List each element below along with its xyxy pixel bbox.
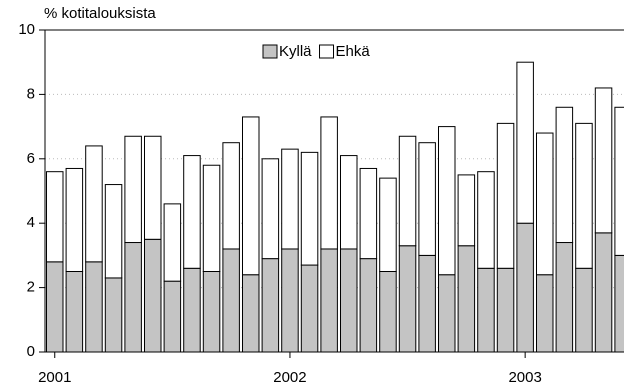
bar-segment [457,245,476,353]
x-tick-label: 2001 [38,369,71,386]
bar-segment [300,151,319,266]
y-tick-label: 8 [27,85,35,102]
x-tick-label: 2002 [273,369,306,386]
bar-segment [242,274,260,353]
bar-segment [379,177,397,272]
legend-swatch [319,44,335,59]
bar-segment [594,87,613,234]
bar-segment [242,116,260,276]
bar-segment [183,267,201,353]
bar-segment [281,148,299,250]
bar-segment [202,271,221,353]
plot-area [45,61,624,353]
bar-segment [281,248,299,353]
bar-segment [340,248,358,353]
bar-segment [65,271,84,353]
bar-segment [222,248,240,353]
axes: 0 2 4 6 8 10 2001 2002 2003 Kyllä Ehkä [18,21,624,386]
legend-label: Ehkä [336,43,371,60]
bar-segment [398,245,417,353]
bar-segment [418,142,436,256]
bar-segment [477,171,495,269]
bar-segment [104,184,123,279]
bar-segment [163,280,182,353]
bar-segment [418,254,436,353]
x-tick-label: 2003 [508,369,541,386]
legend-swatch [262,44,278,59]
bar-segment [320,248,338,353]
bar-segment [320,116,338,250]
bar-segment [516,222,534,353]
bar-segment [594,232,613,353]
bar-segment [555,242,574,353]
bar-segment [614,106,624,256]
bar-segment [163,203,182,282]
bar-segment [575,267,593,353]
bar-segment [46,171,64,263]
bar-segment [261,158,280,260]
bar-segment [183,155,201,269]
bar-segment [438,274,456,353]
bar-segment [144,135,162,240]
bar-segment [124,242,142,353]
y-tick-label: 2 [27,279,35,296]
bar-segment [477,267,495,353]
bar-segment [124,135,142,244]
bar-segment [379,271,397,353]
bar-segment [65,167,84,273]
bar-segment [575,122,593,269]
bar-segment [359,258,378,353]
bar-segment [536,132,554,276]
bar-segment [46,261,64,353]
bar-segment [144,238,162,353]
bar-segment [496,122,515,269]
legend-label: Kyllä [279,43,312,60]
bar-segment [261,258,280,353]
bar-segment [614,254,624,353]
chart-title: % kotitalouksista [44,5,156,22]
bar-segment [85,145,103,263]
bar-segment [438,126,456,276]
bar-segment [202,164,221,273]
y-tick-label: 4 [27,214,35,231]
bar-segment [85,261,103,353]
bar-segment [516,61,534,224]
bar-segment [398,135,417,247]
bar-segment [340,155,358,250]
bar-segment [222,142,240,250]
y-tick-label: 10 [18,21,35,38]
bar-segment [555,106,574,244]
bar-segment [496,267,515,353]
y-tick-label: 6 [27,150,35,167]
bar-segment [104,277,123,353]
bar-segment [536,274,554,353]
y-tick-label: 0 [27,343,35,360]
bar-segment [359,167,378,260]
bar-segment [300,264,319,353]
bar-segment [457,174,476,247]
